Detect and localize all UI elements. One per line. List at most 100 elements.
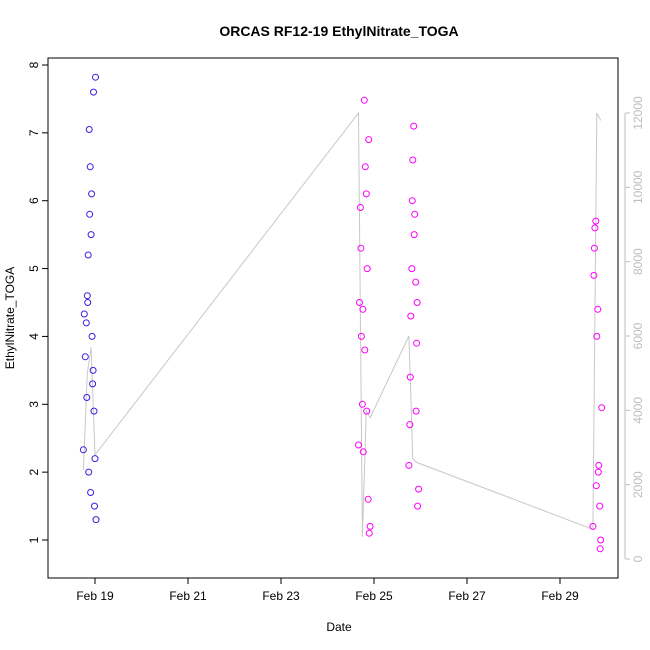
- data-point: [366, 522, 374, 530]
- data-point: [596, 502, 604, 510]
- y2-tick-label: 6000: [631, 322, 645, 349]
- data-point: [589, 522, 597, 530]
- data-point: [590, 244, 598, 252]
- data-point: [362, 190, 370, 198]
- data-point: [90, 407, 98, 415]
- data-point: [410, 122, 418, 130]
- data-point: [87, 231, 95, 239]
- data-point: [413, 339, 421, 347]
- secondary-series-polyline: [82, 111, 602, 537]
- data-point: [592, 482, 600, 490]
- y-tick-label: 1: [27, 536, 41, 543]
- data-point: [598, 404, 606, 412]
- y-tick-label: 5: [27, 265, 41, 272]
- data-point: [363, 407, 371, 415]
- data-point: [365, 136, 373, 144]
- y2-tick-label: 12000: [631, 96, 645, 130]
- data-point: [86, 210, 94, 218]
- x-tick-label: Feb 19: [76, 589, 114, 603]
- y2-tick-label: 0: [631, 555, 645, 562]
- data-point: [361, 163, 369, 171]
- chart-title: ORCAS RF12-19 EthylNitrate_TOGA: [219, 23, 458, 39]
- data-point: [365, 529, 373, 537]
- secondary-series-line: [82, 111, 602, 537]
- y2-tick-label: 4000: [631, 397, 645, 424]
- plot-frame: [47, 57, 619, 579]
- x-tick-label: Feb 25: [355, 589, 393, 603]
- data-point: [81, 353, 89, 361]
- data-point: [88, 332, 96, 340]
- data-point: [360, 96, 368, 104]
- x-axis: Feb 19 Feb 21 Feb 23 Feb 25 Feb 27 Feb 29: [76, 578, 579, 603]
- data-point: [85, 468, 93, 476]
- data-point: [91, 502, 98, 510]
- data-point: [92, 516, 100, 524]
- y-tick-label: 6: [27, 197, 41, 204]
- data-point: [409, 156, 417, 164]
- data-point: [89, 366, 97, 374]
- y-tick-label: 3: [27, 401, 41, 408]
- data-point: [411, 210, 419, 218]
- data-point: [359, 305, 367, 313]
- y-tick-label: 4: [27, 333, 41, 340]
- data-point: [405, 461, 413, 469]
- data-point: [592, 217, 600, 225]
- data-point: [594, 305, 602, 313]
- data-point: [410, 231, 418, 239]
- data-point: [84, 299, 92, 306]
- data-point: [407, 312, 415, 320]
- data-point: [85, 126, 93, 133]
- x-axis-label: Date: [326, 620, 352, 634]
- data-point: [361, 346, 369, 354]
- data-point: [413, 299, 421, 306]
- data-point: [80, 310, 88, 318]
- y-axis-right: 0 2000 4000 6000 8000 10000 12000: [624, 96, 645, 562]
- data-point: [363, 265, 371, 273]
- data-point: [357, 244, 365, 252]
- data-point: [356, 204, 364, 211]
- y-axis-label: EthylNitrate_TOGA: [3, 267, 17, 369]
- data-point: [408, 265, 416, 273]
- data-point: [414, 502, 422, 510]
- data-point: [415, 485, 423, 493]
- data-point: [89, 380, 97, 388]
- data-point: [591, 224, 599, 232]
- y2-tick-label: 8000: [631, 248, 645, 275]
- data-point: [88, 190, 96, 198]
- x-tick-label: Feb 27: [448, 589, 486, 603]
- data-point: [412, 407, 420, 415]
- y2-tick-label: 10000: [631, 170, 645, 204]
- data-point: [79, 446, 87, 454]
- data-point: [91, 455, 99, 463]
- y-axis: 1 2 3 4 5 6 7 8: [27, 61, 48, 543]
- data-point: [92, 73, 99, 81]
- data-point: [594, 468, 602, 476]
- data-points: [79, 73, 606, 553]
- data-point: [406, 421, 414, 429]
- y-tick-label: 2: [27, 468, 41, 475]
- data-point: [597, 536, 605, 544]
- y2-tick-label: 2000: [631, 471, 645, 498]
- data-point: [359, 448, 367, 456]
- data-point: [87, 489, 95, 496]
- data-point: [593, 332, 601, 340]
- data-point: [82, 319, 90, 327]
- y-tick-label: 8: [27, 61, 41, 68]
- data-point: [83, 394, 91, 401]
- data-point: [412, 278, 420, 286]
- data-point: [364, 495, 372, 503]
- y-tick-label: 7: [27, 129, 41, 136]
- data-point: [596, 545, 604, 553]
- data-point: [357, 332, 365, 340]
- data-point: [86, 163, 94, 171]
- data-point: [595, 461, 603, 469]
- data-point: [590, 271, 598, 279]
- data-point: [406, 373, 414, 381]
- data-point: [83, 292, 91, 300]
- data-point: [356, 299, 363, 306]
- x-tick-label: Feb 29: [541, 589, 579, 603]
- data-point: [84, 251, 92, 259]
- data-point: [355, 441, 362, 449]
- data-point: [90, 88, 97, 96]
